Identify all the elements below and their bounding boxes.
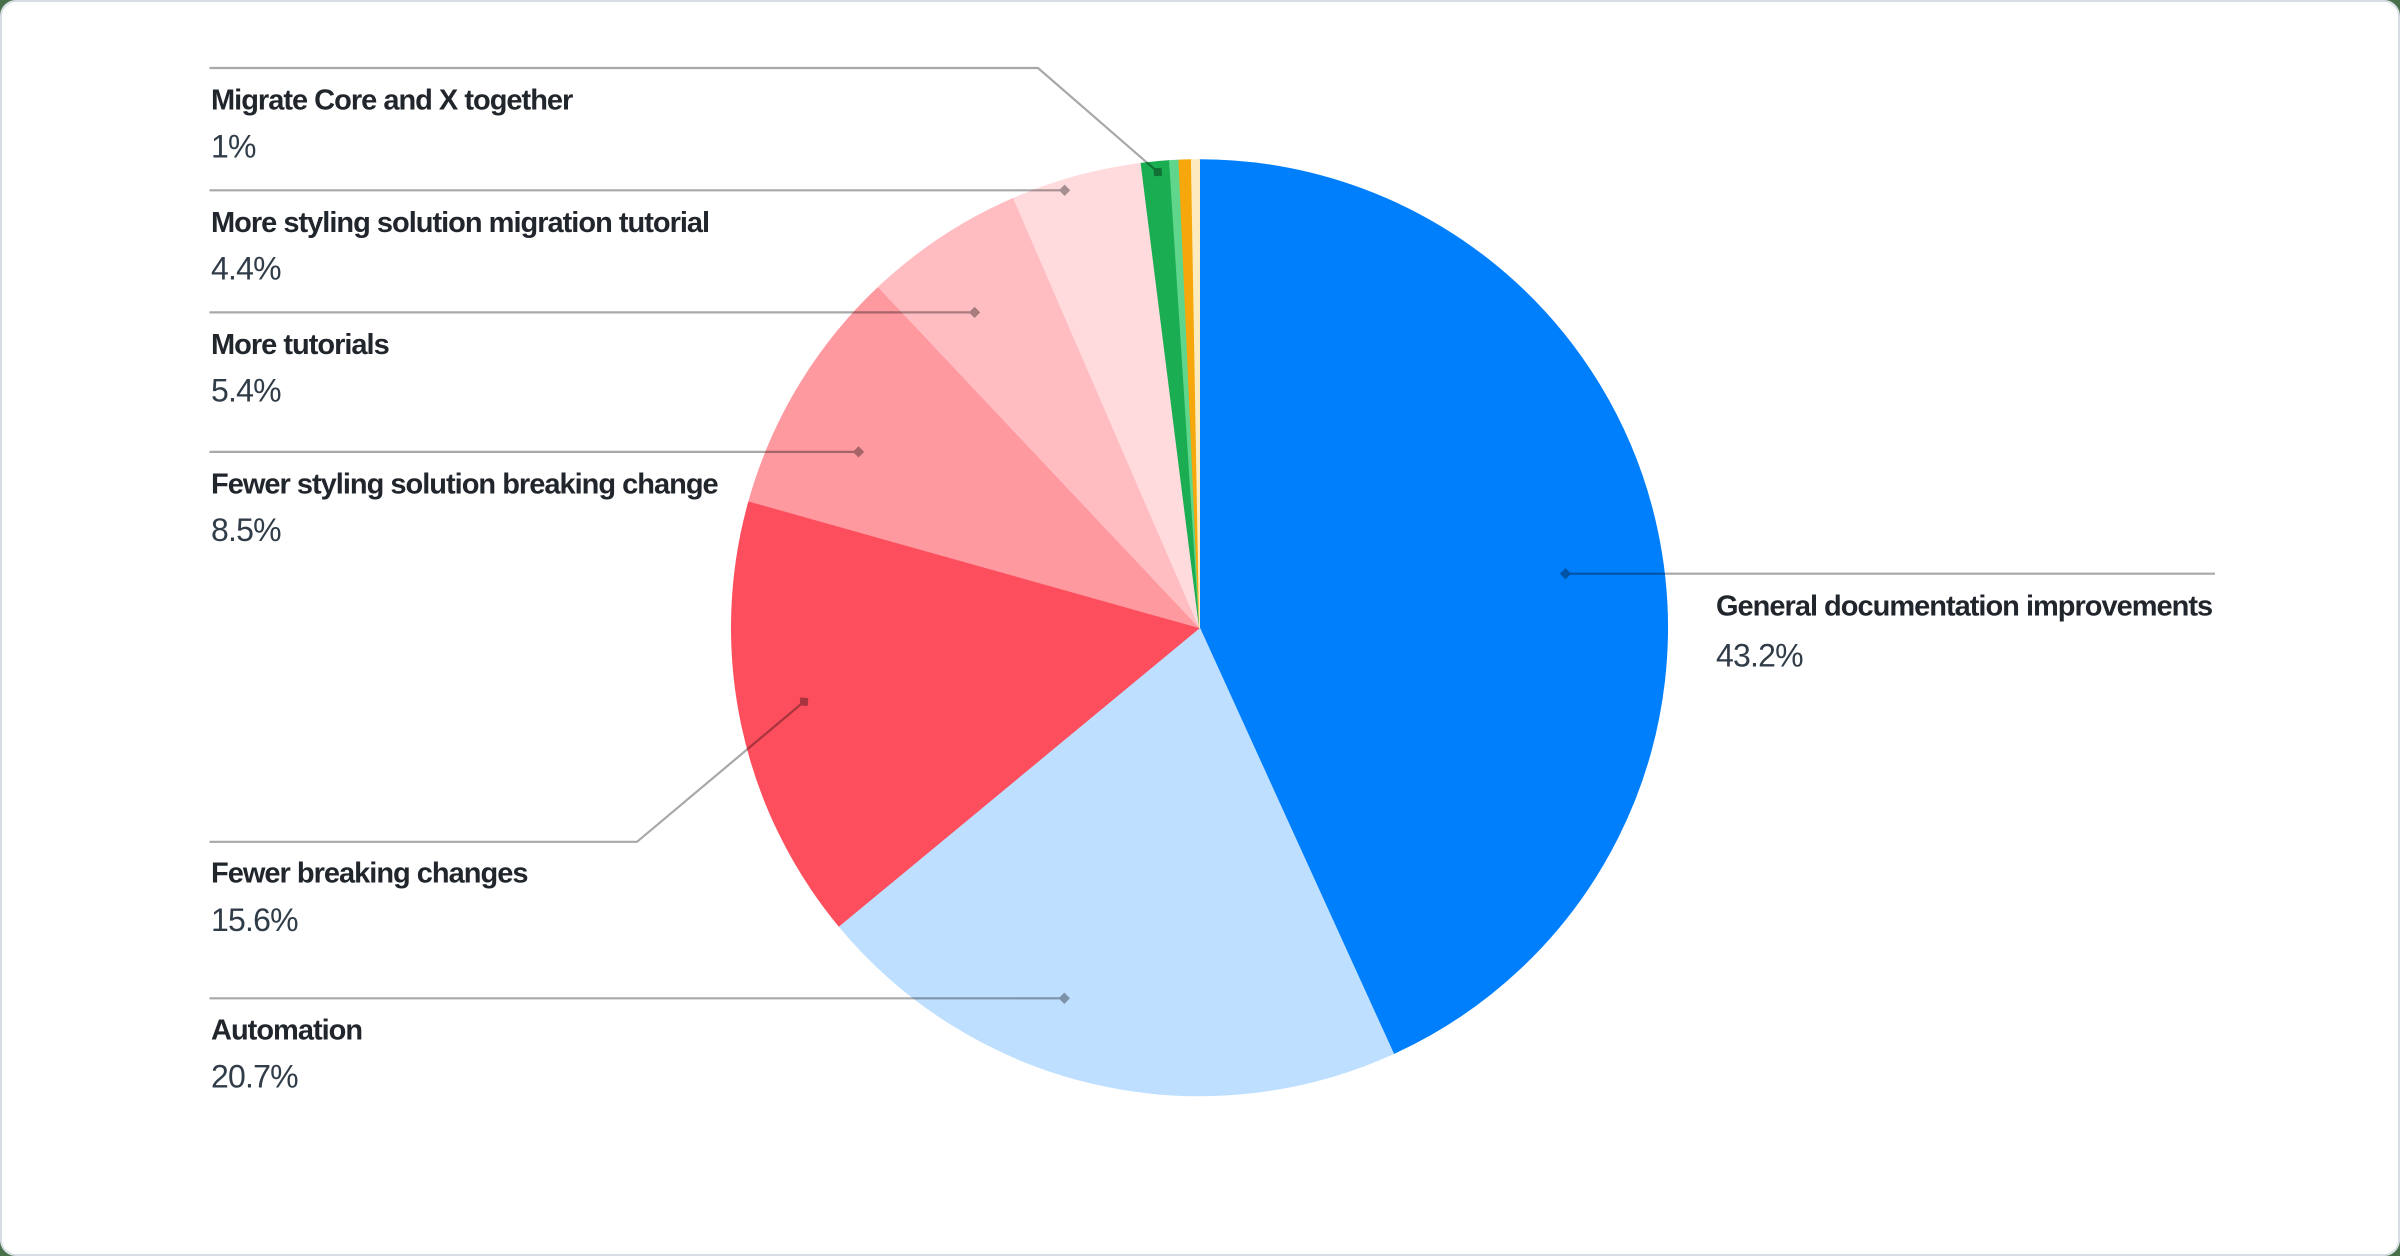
svg-text:Fewer styling solution breakin: Fewer styling solution breaking change	[211, 468, 719, 500]
svg-text:5.4%: 5.4%	[211, 373, 281, 409]
svg-text:4.4%: 4.4%	[211, 251, 281, 287]
svg-text:43.2%: 43.2%	[1716, 637, 1803, 673]
svg-text:More tutorials: More tutorials	[211, 329, 389, 361]
svg-text:15.6%: 15.6%	[211, 902, 298, 938]
svg-text:General documentation improvem: General documentation improvements	[1716, 591, 2212, 623]
svg-text:More styling solution migratio: More styling solution migration tutorial	[211, 207, 709, 239]
svg-text:Migrate Core and X together: Migrate Core and X together	[211, 85, 573, 117]
svg-text:Automation: Automation	[211, 1015, 362, 1047]
svg-text:1%: 1%	[211, 128, 256, 164]
svg-text:20.7%: 20.7%	[211, 1059, 298, 1095]
svg-text:8.5%: 8.5%	[211, 512, 281, 548]
svg-text:Fewer breaking changes: Fewer breaking changes	[211, 858, 527, 890]
